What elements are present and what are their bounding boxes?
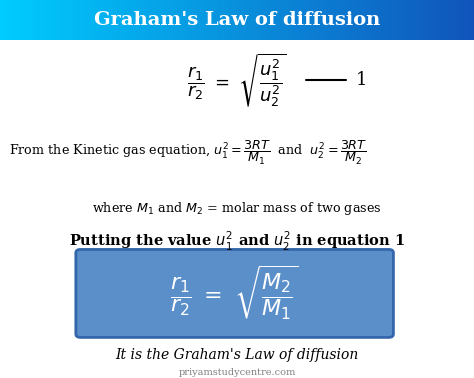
FancyBboxPatch shape [76, 249, 393, 338]
Text: where $M_1$ and $M_2$ = molar mass of two gases: where $M_1$ and $M_2$ = molar mass of tw… [92, 200, 382, 217]
Text: Putting the value $u_1^2$ and $u_2^2$ in equation 1: Putting the value $u_1^2$ and $u_2^2$ in… [69, 229, 405, 253]
Text: $\dfrac{r_1}{r_2} \ = \ \sqrt{\dfrac{u_1^2}{u_2^2}}$: $\dfrac{r_1}{r_2} \ = \ \sqrt{\dfrac{u_1… [187, 51, 287, 109]
Text: priyamstudycentre.com: priyamstudycentre.com [178, 369, 296, 377]
Text: It is the Graham's Law of diffusion: It is the Graham's Law of diffusion [115, 348, 359, 362]
Text: From the Kinetic gas equation, $u_1^2 = \dfrac{3RT}{M_1}$  and  $u_2^2 = \dfrac{: From the Kinetic gas equation, $u_1^2 = … [9, 139, 368, 167]
Text: 1: 1 [356, 71, 367, 89]
Text: Graham's Law of diffusion: Graham's Law of diffusion [94, 11, 380, 29]
Text: $\dfrac{r_1}{r_2} \ = \ \sqrt{\dfrac{M_2}{M_1}}$: $\dfrac{r_1}{r_2} \ = \ \sqrt{\dfrac{M_2… [171, 263, 299, 322]
